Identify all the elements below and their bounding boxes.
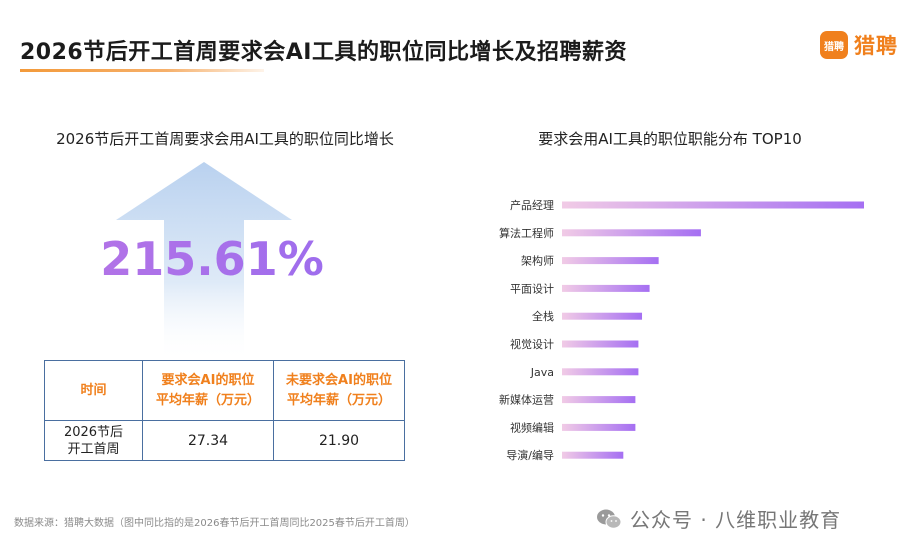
category-label: 视觉设计 (510, 337, 554, 351)
growth-panel-title: 2026节后开工首周要求会用AI工具的职位同比增长 (56, 130, 394, 148)
salary-table: 时间 要求会AI的职位 平均年薪（万元） 未要求会AI的职位 平均年薪（万元） … (44, 360, 405, 461)
growth-percentage: 215.61% (62, 232, 362, 286)
liepin-logo-icon: 猎聘 (820, 31, 848, 59)
bar (562, 368, 639, 376)
bar (562, 284, 650, 292)
page-title: 2026节后开工首周要求会AI工具的职位同比增长及招聘薪资 (20, 40, 627, 65)
data-source-note: 数据来源：猎聘大数据（图中同比指的是2026春节后开工首周同比2025春节后开工… (14, 518, 415, 529)
bar (562, 312, 643, 320)
bar (562, 257, 659, 265)
bar (562, 340, 639, 348)
category-label: 平面设计 (510, 282, 554, 295)
table-cell-non-ai-salary: 21.90 (273, 420, 405, 461)
bar (562, 201, 864, 209)
table-header-time: 时间 (44, 360, 143, 421)
table-cell-time: 2026节后 开工首周 (44, 420, 143, 461)
category-label: 算法工程师 (499, 226, 554, 240)
category-label: Java (530, 366, 554, 379)
watermark-text: 公众号 · 八维职业教育 (630, 508, 842, 532)
bar (562, 229, 701, 237)
category-label: 新媒体运营 (499, 393, 554, 407)
brand-name: 猎聘 (854, 34, 898, 58)
category-label: 导演/编导 (506, 448, 554, 462)
bar (562, 451, 624, 459)
title-underline (20, 69, 264, 72)
category-label: 产品经理 (510, 198, 554, 212)
up-arrow-icon (116, 162, 292, 362)
watermark: 公众号 · 八维职业教育 (596, 504, 841, 533)
table-header-ai-salary: 要求会AI的职位 平均年薪（万元） (142, 360, 274, 421)
bar (562, 423, 636, 431)
wechat-icon (597, 509, 622, 529)
category-label: 视频编辑 (510, 420, 554, 434)
table-header-non-ai-salary: 未要求会AI的职位 平均年薪（万元） (273, 360, 405, 421)
brand-logo: 猎聘 猎聘 (820, 30, 898, 60)
chart-title: 要求会用AI工具的职位职能分布 TOP10 (538, 130, 802, 148)
bar (562, 396, 636, 404)
table-header-ai-salary-text: 要求会AI的职位 平均年薪（万元） (155, 372, 260, 408)
table-cell-time-text: 2026节后 开工首周 (63, 424, 124, 457)
table-cell-ai-salary: 27.34 (142, 420, 274, 461)
table-row: 2026节后 开工首周 27.34 21.90 (44, 420, 405, 461)
category-label: 全栈 (532, 309, 554, 323)
category-label: 架构师 (521, 254, 554, 268)
table-header-non-ai-salary-text: 未要求会AI的职位 平均年薪（万元） (286, 372, 392, 408)
